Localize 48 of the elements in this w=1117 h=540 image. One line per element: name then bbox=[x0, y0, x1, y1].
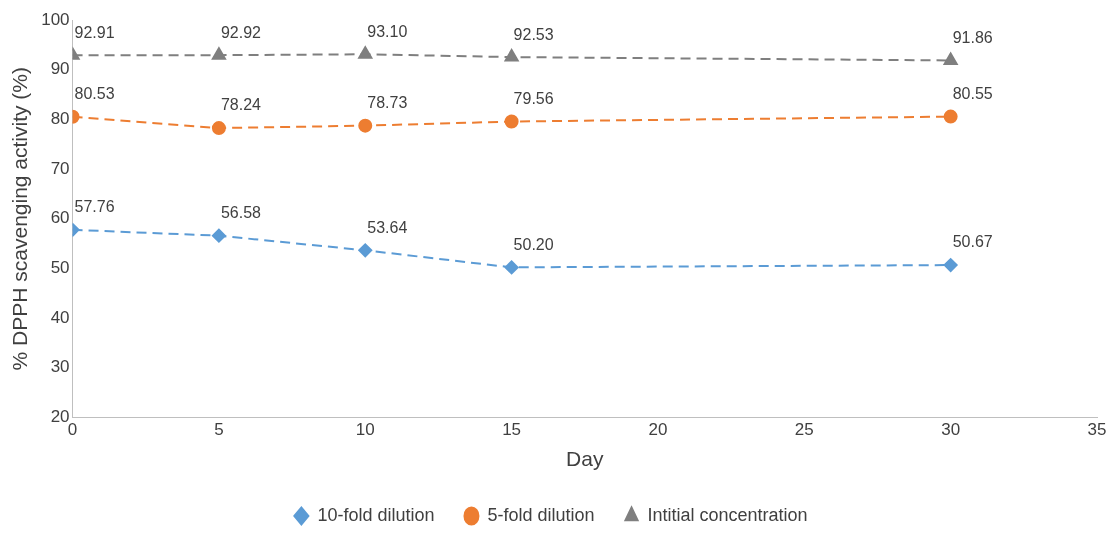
x-tick-label: 25 bbox=[794, 420, 814, 440]
point bbox=[504, 260, 519, 275]
point bbox=[943, 258, 958, 273]
y-tick-label: 70 bbox=[50, 158, 70, 178]
x-tick-label: 35 bbox=[1087, 420, 1107, 440]
point bbox=[943, 52, 958, 65]
point bbox=[504, 114, 519, 129]
legend-label: 5-fold dilution bbox=[487, 504, 595, 525]
y-tick-label: 90 bbox=[50, 59, 70, 79]
point bbox=[211, 121, 226, 136]
data-label: 57.76 bbox=[74, 198, 115, 216]
data-label: 78.73 bbox=[367, 94, 408, 112]
data-label: 93.10 bbox=[367, 22, 408, 40]
y-tick-label: 40 bbox=[50, 307, 70, 327]
x-tick-label: 5 bbox=[214, 420, 224, 440]
x-tick-label: 10 bbox=[355, 420, 375, 440]
point bbox=[504, 49, 519, 62]
point bbox=[358, 46, 373, 59]
point bbox=[211, 47, 226, 60]
data-label: 92.53 bbox=[513, 25, 554, 43]
y-tick-label: 100 bbox=[41, 9, 70, 29]
point bbox=[943, 109, 958, 124]
x-tick-label: 20 bbox=[648, 420, 668, 440]
data-label: 50.67 bbox=[952, 233, 993, 251]
x-axis-title: Day bbox=[566, 447, 604, 471]
y-axis-title: % DPPH scavenging activity (%) bbox=[8, 66, 32, 371]
x-tick-label: 15 bbox=[502, 420, 522, 440]
legend-label: Intitial concentration bbox=[647, 504, 808, 525]
point bbox=[358, 243, 373, 258]
data-label: 92.91 bbox=[74, 23, 115, 41]
point bbox=[211, 228, 226, 243]
point bbox=[358, 118, 373, 133]
legend-label: 10-fold dilution bbox=[317, 504, 435, 525]
data-label: 50.20 bbox=[513, 235, 554, 253]
data-label: 79.56 bbox=[513, 89, 554, 107]
y-tick-label: 60 bbox=[50, 208, 70, 228]
data-label: 92.92 bbox=[220, 23, 262, 41]
data-label: 53.64 bbox=[367, 218, 408, 236]
y-tick-label: 30 bbox=[50, 357, 70, 377]
x-tick-label: 0 bbox=[67, 420, 78, 440]
data-label: 56.58 bbox=[220, 204, 262, 222]
data-label: 80.55 bbox=[952, 85, 993, 103]
data-label: 91.86 bbox=[952, 28, 993, 46]
x-tick-label: 30 bbox=[941, 420, 961, 440]
data-label: 80.53 bbox=[74, 85, 115, 103]
data-label: 78.24 bbox=[220, 96, 262, 114]
y-tick-label: 80 bbox=[50, 109, 70, 129]
y-tick-label: 50 bbox=[50, 258, 70, 278]
